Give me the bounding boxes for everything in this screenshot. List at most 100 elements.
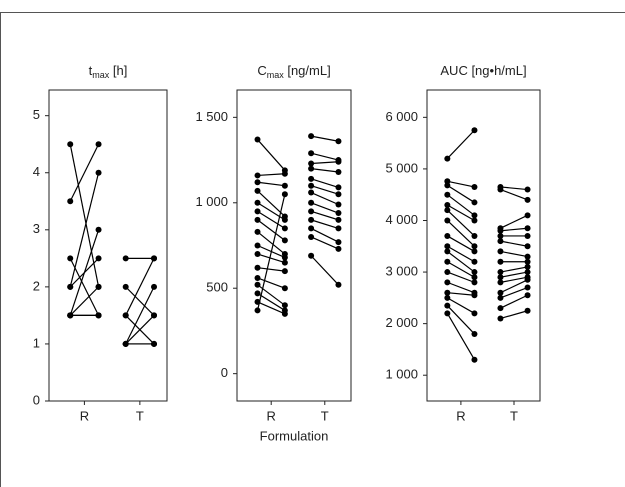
- subject-line: [500, 250, 528, 258]
- point: [524, 292, 531, 299]
- point: [444, 155, 451, 162]
- point: [444, 258, 451, 265]
- subject-line: [446, 305, 475, 335]
- point: [335, 184, 342, 191]
- point: [308, 160, 315, 167]
- subject-line: [500, 266, 528, 273]
- subject-line: [256, 194, 286, 311]
- point: [254, 136, 261, 143]
- point: [95, 283, 102, 290]
- point: [308, 252, 315, 259]
- subject-line: [310, 219, 339, 229]
- point: [444, 294, 451, 301]
- point: [444, 232, 451, 239]
- point: [524, 196, 531, 203]
- point: [524, 253, 531, 260]
- point: [281, 170, 288, 177]
- point: [497, 248, 504, 255]
- point: [254, 307, 261, 314]
- subject-line: [500, 294, 528, 309]
- x-tick-label: R: [456, 408, 465, 423]
- subject-line: [310, 178, 339, 188]
- point: [254, 290, 261, 297]
- subject-line: [310, 236, 339, 250]
- point: [254, 264, 261, 271]
- point: [524, 284, 531, 291]
- title-part: max: [267, 70, 285, 80]
- x-axis-label: Formulation: [260, 428, 329, 443]
- point: [444, 182, 451, 189]
- point: [254, 228, 261, 235]
- title-part: C: [257, 63, 266, 78]
- subject-line: [500, 188, 528, 201]
- point: [497, 279, 504, 286]
- point: [254, 179, 261, 186]
- point: [308, 165, 315, 172]
- point: [335, 138, 342, 145]
- point: [67, 255, 74, 262]
- subject-line: [500, 186, 528, 191]
- title-part: [ng/mL]: [284, 63, 331, 78]
- point: [524, 186, 531, 193]
- point: [95, 255, 102, 262]
- y-tick-label: 2: [33, 278, 40, 293]
- point: [281, 254, 288, 261]
- point: [335, 210, 342, 217]
- point: [308, 216, 315, 223]
- y-tick-label: 5 000: [385, 160, 418, 175]
- subject-line: [257, 253, 286, 264]
- subject-line: [310, 227, 339, 243]
- point: [471, 243, 478, 250]
- subject-line: [500, 279, 528, 294]
- point: [67, 198, 74, 205]
- y-tick-label: 1 000: [385, 367, 418, 382]
- subject-line: [500, 214, 528, 229]
- point: [444, 310, 451, 317]
- point: [281, 216, 288, 223]
- y-tick-label: 0: [221, 365, 228, 380]
- point: [444, 207, 451, 214]
- panel-title: tmax [h]: [89, 63, 128, 80]
- point: [95, 169, 102, 176]
- point: [281, 237, 288, 244]
- point: [335, 169, 342, 176]
- x-tick-label: T: [136, 408, 144, 423]
- subject-line: [447, 204, 475, 222]
- y-tick-label: 500: [206, 280, 228, 295]
- point: [471, 248, 478, 255]
- point: [444, 178, 451, 185]
- point: [444, 243, 451, 250]
- point: [471, 310, 478, 317]
- y-tick-label: 1: [33, 335, 40, 350]
- point: [254, 208, 261, 215]
- point: [524, 263, 531, 270]
- subject-line: [446, 209, 475, 237]
- point: [335, 281, 342, 288]
- point: [308, 175, 315, 182]
- point: [67, 312, 74, 319]
- subject-line: [447, 184, 475, 203]
- subject-line: [257, 181, 285, 187]
- plot-frame: [48, 89, 168, 402]
- point: [444, 302, 451, 309]
- point: [524, 243, 531, 250]
- subject-line: [69, 144, 100, 287]
- point: [151, 255, 158, 262]
- plot-frame: [426, 89, 541, 402]
- point: [471, 274, 478, 281]
- plot-frame: [236, 89, 352, 402]
- point: [444, 289, 451, 296]
- point: [497, 294, 504, 301]
- y-tick-label: 6 000: [385, 109, 418, 124]
- subject-line: [447, 281, 475, 294]
- y-tick-label: 4: [33, 164, 40, 179]
- subject-line: [447, 235, 475, 252]
- point: [122, 312, 129, 319]
- subject-line: [125, 258, 155, 316]
- y-tick-label: 0: [33, 392, 40, 407]
- subject-line: [311, 161, 339, 165]
- point: [281, 191, 288, 198]
- subject-line: [500, 227, 528, 232]
- subject-line: [125, 314, 155, 345]
